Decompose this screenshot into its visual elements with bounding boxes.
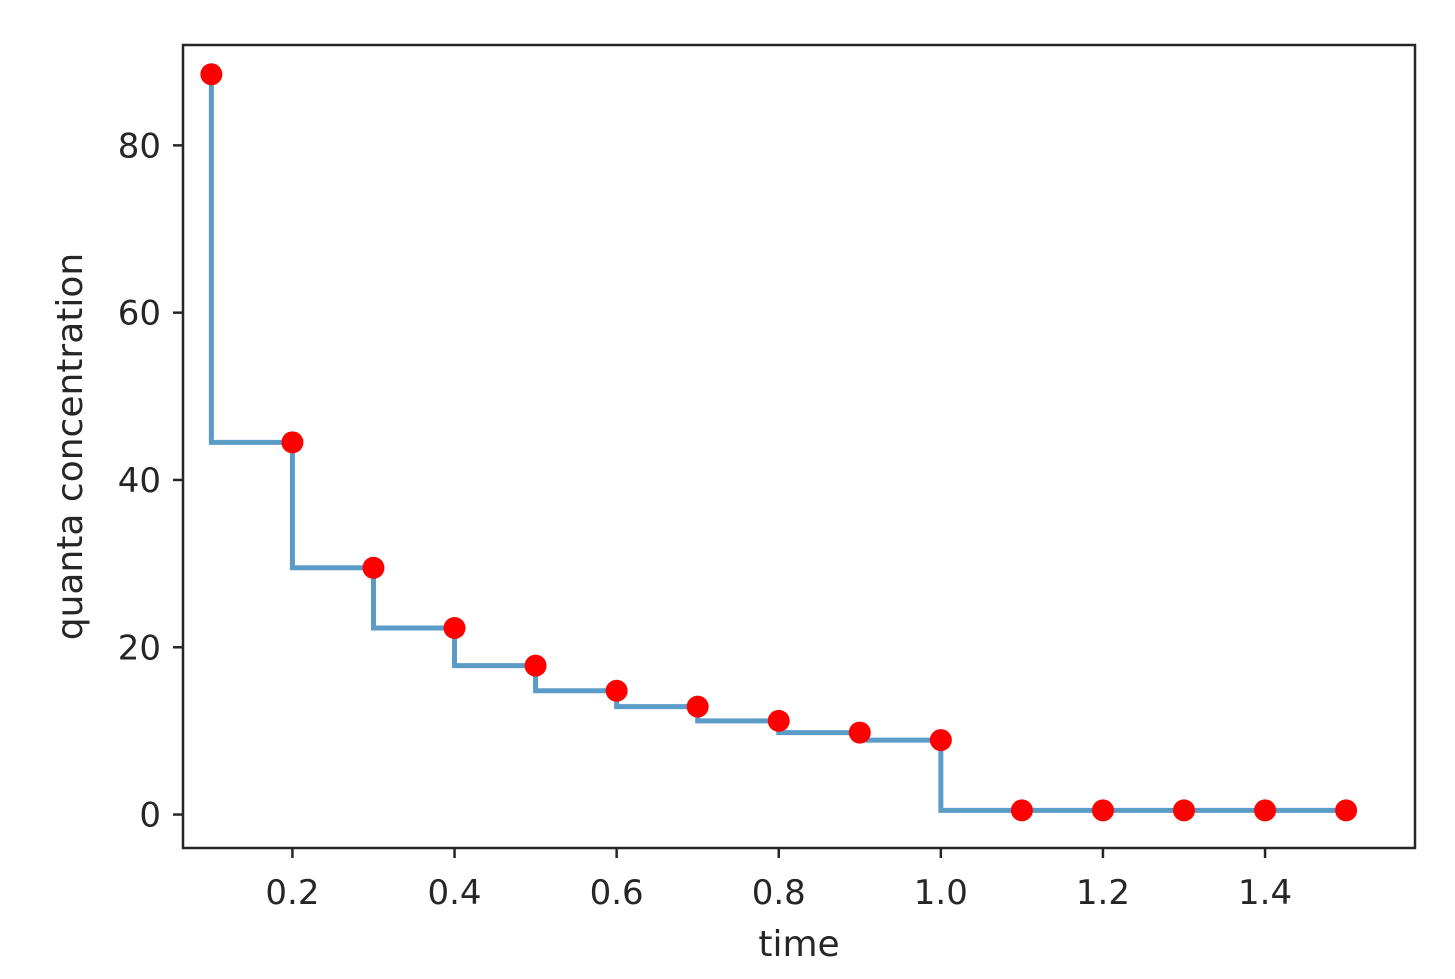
data-point [200,63,223,86]
data-point [1091,799,1114,822]
data-point [929,729,952,752]
data-point [281,431,304,454]
x-tick-label: 1.2 [1076,873,1130,913]
x-tick-label: 1.0 [914,873,968,913]
plot-frame [181,43,1417,850]
data-point [848,721,871,744]
y-tick-label: 0 [139,796,161,836]
x-axis: 0.2 0.4 0.6 0.8 1.0 1.2 1.4 [265,848,1292,913]
data-point [1010,799,1033,822]
data-point [1335,799,1358,822]
data-point [1173,799,1195,822]
data-point [443,617,466,640]
data-point [686,695,709,718]
x-tick-label: 0.2 [265,873,319,913]
x-axis-label: time [758,924,839,965]
data-point [362,556,385,579]
x-tick-label: 1.4 [1238,873,1292,913]
step-line-series [208,74,1347,813]
x-tick-label: 0.4 [427,873,481,913]
x-tick-label: 0.6 [590,873,644,913]
data-point [767,709,790,732]
y-tick-label: 20 [118,628,161,668]
x-tick-label: 0.8 [752,873,806,913]
data-point [605,679,628,702]
y-tick-label: 80 [118,126,161,166]
y-axis-label: quanta concentration [50,253,91,641]
y-tick-label: 60 [118,294,161,334]
data-point [1254,799,1277,822]
y-axis: 0 20 40 60 80 [118,126,183,836]
plot-area [200,63,1358,822]
y-tick-label: 40 [118,461,161,501]
data-point [524,654,547,677]
